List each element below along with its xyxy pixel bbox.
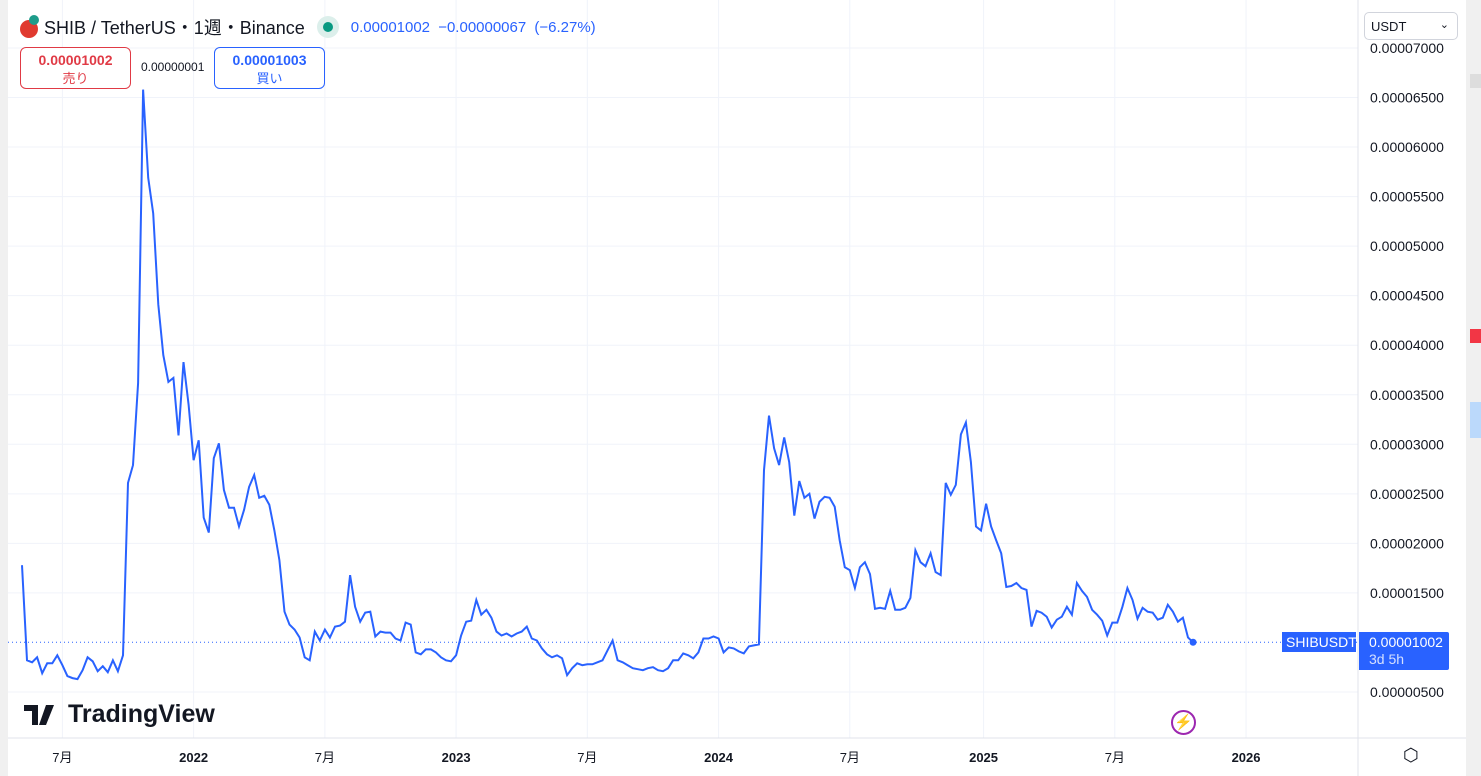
y-tick-label: 0.00001500 bbox=[1370, 585, 1444, 601]
settings-icon[interactable]: ⬡ bbox=[1403, 745, 1419, 765]
last-price: 0.00001002 bbox=[350, 18, 431, 36]
buy-price: 0.00001003 bbox=[232, 52, 307, 68]
lightning-icon[interactable]: ⚡ bbox=[1171, 710, 1196, 735]
y-tick-label: 0.00004000 bbox=[1370, 337, 1444, 353]
x-tick-label: 2026 bbox=[1232, 750, 1261, 765]
price-line-series[interactable] bbox=[21, 89, 1194, 681]
sell-button[interactable]: 0.00001002 売り bbox=[20, 47, 131, 89]
bar-countdown: 3d 5h bbox=[1369, 651, 1405, 667]
x-tick-label: 2024 bbox=[704, 750, 734, 765]
shib-logo-icon bbox=[20, 15, 39, 38]
y-tick-label: 0.00000500 bbox=[1370, 684, 1444, 700]
tradingview-logo[interactable]: TradingView bbox=[24, 700, 215, 729]
y-tick-label: 0.00004500 bbox=[1370, 288, 1444, 304]
x-tick-label: 2022 bbox=[179, 750, 208, 765]
x-tick-label: 7月 bbox=[315, 750, 335, 765]
x-tick-label: 7月 bbox=[1105, 750, 1125, 765]
x-tick-label: 2023 bbox=[442, 750, 471, 765]
sell-label: 売り bbox=[62, 71, 89, 86]
tv-logo-icon bbox=[24, 704, 54, 725]
currency-value: USDT bbox=[1371, 19, 1407, 34]
y-tick-label: 0.00002500 bbox=[1370, 486, 1444, 502]
buy-label: 買い bbox=[256, 71, 283, 86]
x-tick-label: 7月 bbox=[577, 750, 597, 765]
x-tick-label: 7月 bbox=[840, 750, 860, 765]
last-price-tag-value: 0.00001002 bbox=[1369, 634, 1443, 650]
y-tick-label: 0.00006000 bbox=[1370, 139, 1444, 155]
y-tick-label: 0.00007000 bbox=[1370, 40, 1444, 56]
y-tick-label: 0.00003500 bbox=[1370, 387, 1444, 403]
last-price-dot bbox=[1189, 638, 1197, 646]
spread-value: 0.00000001 bbox=[141, 60, 205, 74]
currency-select[interactable]: USDT ⌄ bbox=[1364, 12, 1458, 40]
price-change: −0.00000067 (−6.27%) bbox=[438, 18, 596, 36]
sell-price: 0.00001002 bbox=[38, 52, 113, 68]
y-tick-label: 0.00003000 bbox=[1370, 436, 1444, 452]
y-tick-label: 0.00005500 bbox=[1370, 189, 1444, 205]
chevron-down-icon: ⌄ bbox=[1439, 19, 1449, 31]
y-tick-label: 0.00006500 bbox=[1370, 90, 1444, 106]
chart-legend[interactable]: SHIB / TetherUS・1週・Binance 0.00001002 −0… bbox=[20, 14, 596, 40]
x-tick-label: 7月 bbox=[52, 750, 72, 765]
last-price-tag: 0.00001002 3d 5h bbox=[1359, 632, 1449, 670]
right-toolbar[interactable] bbox=[1466, 0, 1481, 776]
brand-name: TradingView bbox=[68, 700, 215, 728]
symbol-title[interactable]: SHIB / TetherUS・1週・Binance bbox=[44, 18, 305, 38]
buy-button[interactable]: 0.00001003 買い bbox=[214, 47, 325, 89]
market-status-icon[interactable] bbox=[316, 16, 339, 38]
x-tick-label: 2025 bbox=[969, 750, 998, 765]
y-tick-label: 0.00005000 bbox=[1370, 238, 1444, 254]
symbol-tag: SHIBUSDT bbox=[1282, 632, 1357, 652]
y-tick-label: 0.00002000 bbox=[1370, 535, 1444, 551]
